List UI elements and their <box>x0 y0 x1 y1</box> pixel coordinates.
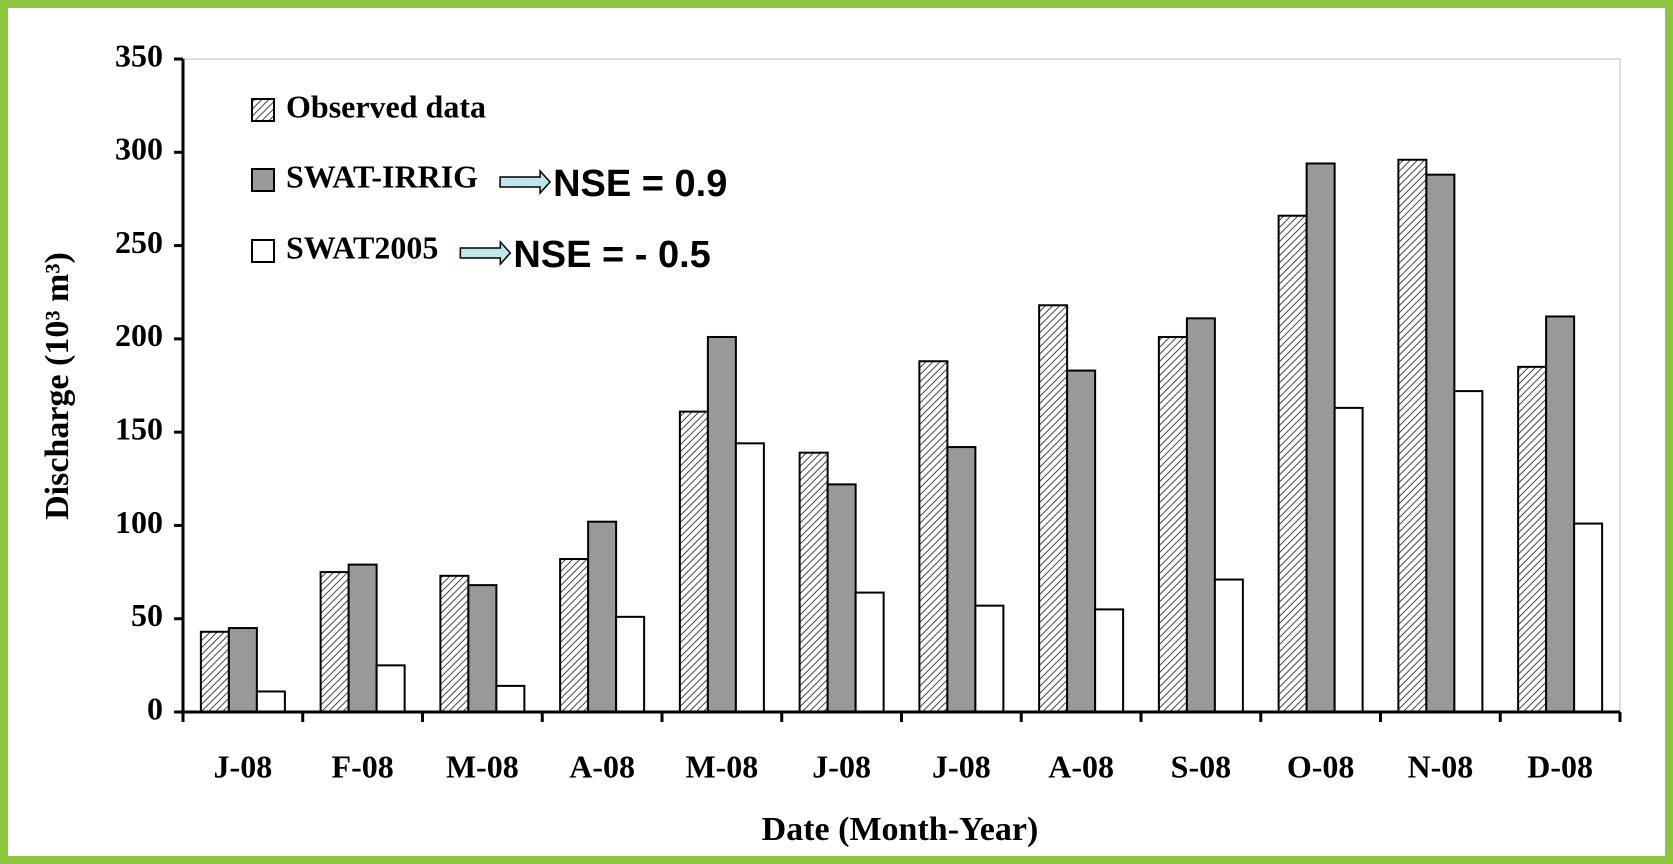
y-tick-label: 250 <box>115 224 163 260</box>
bar <box>1397 158 1428 713</box>
x-tick-label: M-08 <box>685 748 758 784</box>
arrow <box>459 240 512 266</box>
bar <box>1305 162 1336 714</box>
bar <box>1213 578 1244 714</box>
bar <box>255 690 286 714</box>
bar <box>706 335 737 713</box>
x-tick-label: F-08 <box>332 748 394 784</box>
x-tick-label: O-08 <box>1287 748 1355 784</box>
x-axis-label: Date (Month-Year) <box>762 811 1039 848</box>
bar <box>227 627 258 713</box>
bar <box>734 442 765 713</box>
bar <box>319 571 350 713</box>
x-tick-label: J-08 <box>932 748 991 784</box>
y-tick-label: 200 <box>115 317 163 353</box>
annotation: NSE = - 0.5 <box>513 234 710 276</box>
y-tick-label: 50 <box>131 597 163 633</box>
x-tick-label: D-08 <box>1527 748 1593 784</box>
bar <box>798 451 829 713</box>
bar <box>587 520 618 713</box>
legend-label: SWAT2005 <box>286 229 438 265</box>
bar <box>826 483 857 713</box>
x-tick-label: J-08 <box>812 748 871 784</box>
bar <box>347 563 378 714</box>
bar <box>1185 317 1216 713</box>
bar <box>1573 522 1604 714</box>
x-tick-label: A-08 <box>569 748 635 784</box>
bar <box>375 664 406 713</box>
legend-label: SWAT-IRRIG <box>286 158 478 194</box>
bar <box>615 615 646 713</box>
bar <box>199 630 230 714</box>
bar <box>918 360 949 713</box>
bar <box>974 604 1005 714</box>
bar <box>1277 214 1308 713</box>
x-tick-label: S-08 <box>1171 748 1231 784</box>
bar <box>678 410 709 713</box>
bar <box>1545 315 1576 713</box>
bar <box>1425 173 1456 714</box>
bar <box>946 446 977 713</box>
y-tick-label: 0 <box>147 690 163 726</box>
bar <box>854 591 885 714</box>
legend-swatch <box>251 239 275 263</box>
bar <box>1094 608 1125 714</box>
y-tick-label: 300 <box>115 131 163 167</box>
bar <box>467 584 498 713</box>
bar <box>1066 369 1097 713</box>
x-tick-label: N-08 <box>1407 748 1473 784</box>
legend-swatch <box>251 168 275 192</box>
x-tick-label: M-08 <box>446 748 519 784</box>
bar <box>559 558 590 713</box>
y-tick-label: 350 <box>115 37 163 73</box>
y-axis-label: Discharge (10³ m³) <box>39 252 76 520</box>
bar <box>1038 304 1069 713</box>
legend-label: Observed data <box>286 88 486 124</box>
bar <box>1333 406 1364 713</box>
x-tick-label: J-08 <box>214 748 273 784</box>
bar <box>495 684 526 714</box>
y-tick-label: 150 <box>115 410 163 446</box>
x-tick-label: A-08 <box>1048 748 1114 784</box>
arrow <box>499 169 552 195</box>
bar <box>1157 335 1188 713</box>
bar <box>1517 365 1548 713</box>
bar <box>439 574 470 713</box>
bar <box>1453 390 1484 713</box>
annotation: NSE = 0.9 <box>553 163 727 205</box>
legend-swatch <box>251 98 275 122</box>
y-tick-label: 100 <box>115 504 163 540</box>
